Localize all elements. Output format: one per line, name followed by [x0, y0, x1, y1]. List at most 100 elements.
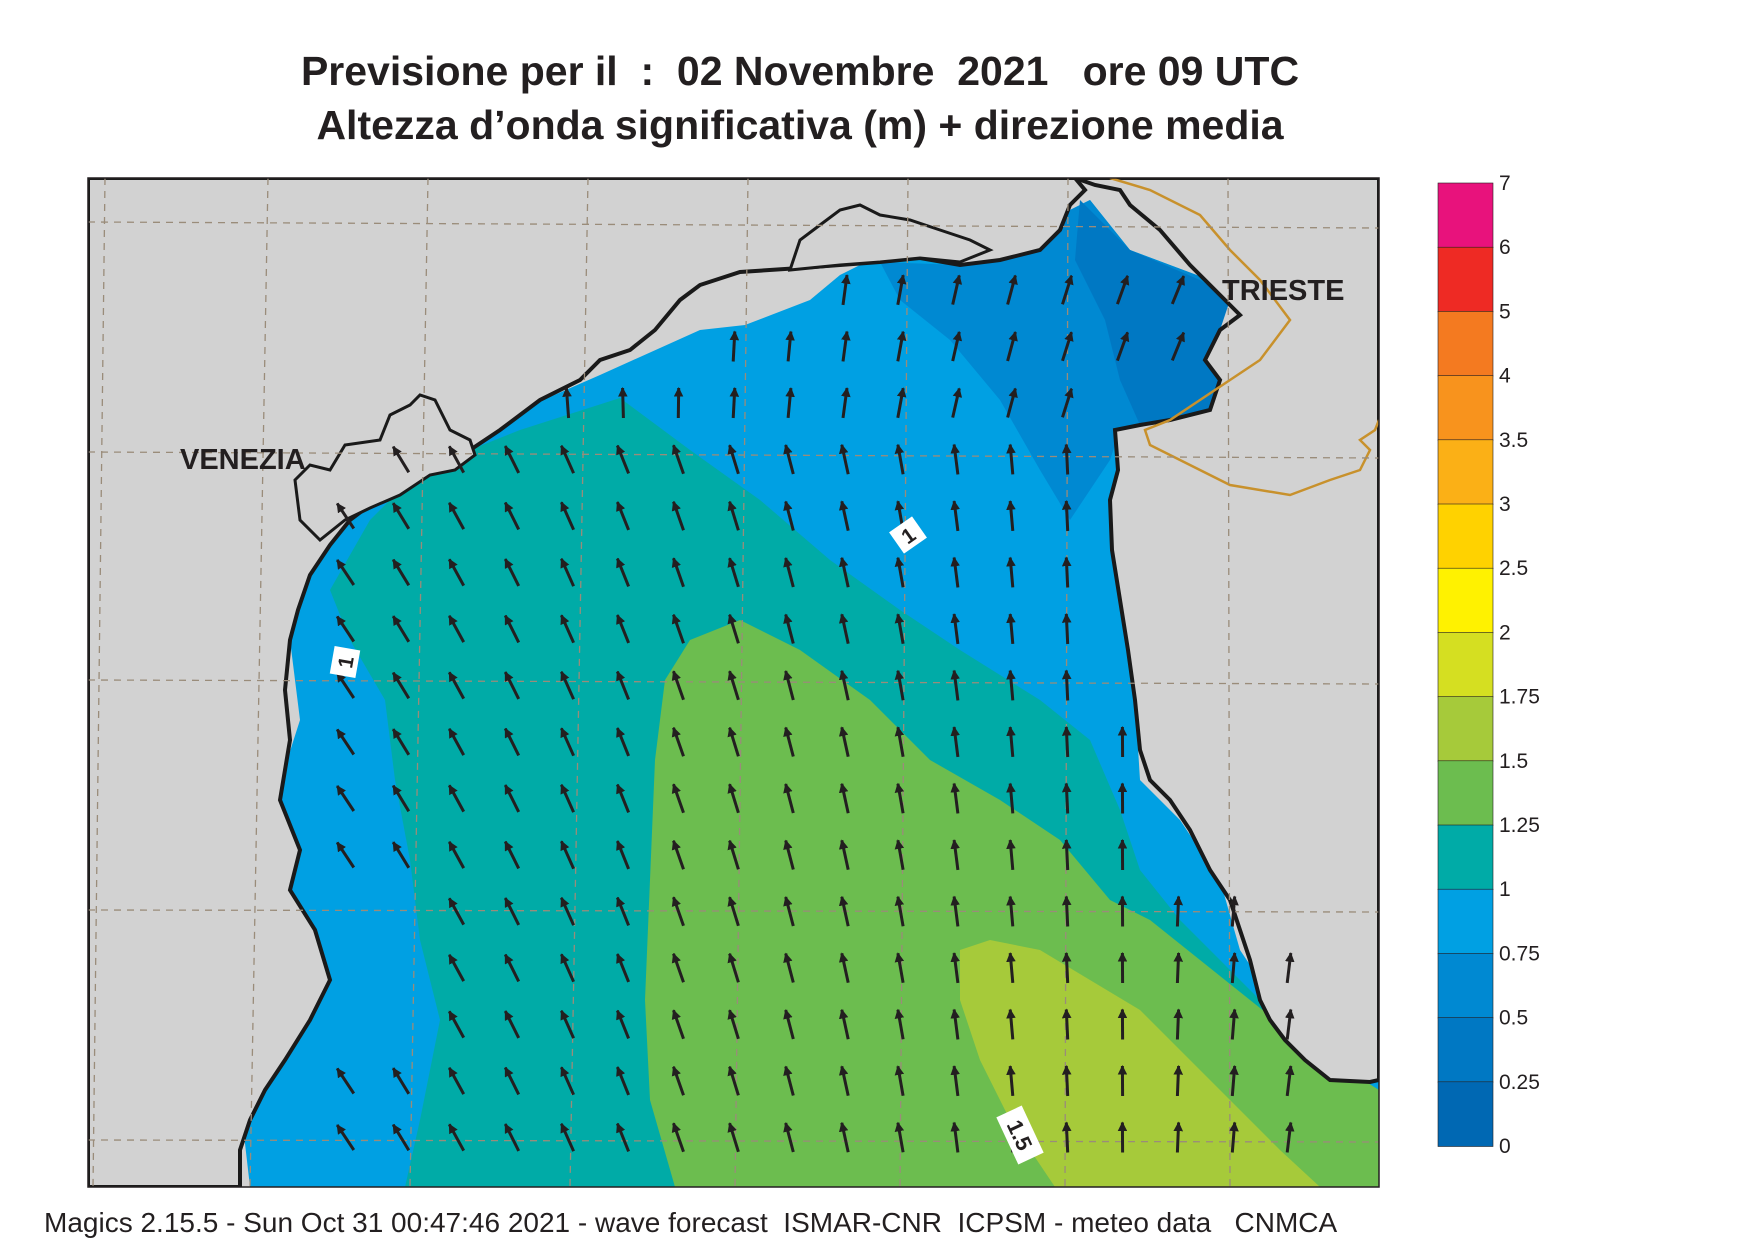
wave-arrow [727, 783, 740, 814]
legend-tick-label: 2.5 [1499, 557, 1528, 580]
wave-arrow [894, 669, 905, 701]
lagoon-marano [787, 203, 994, 272]
wave-arrow [894, 895, 905, 927]
wave-arrow [783, 783, 795, 814]
wave-arrow [447, 671, 466, 700]
footer-credits: Magics 2.15.5 - Sun Oct 31 00:47:46 2021… [44, 1207, 1338, 1238]
wave-arrow [671, 557, 685, 588]
wave-arrow [1061, 443, 1072, 475]
wave-arrow [1006, 1065, 1016, 1097]
wave-arrow [616, 953, 630, 983]
wave-arrow [894, 1121, 905, 1153]
wave-arrow [335, 502, 356, 530]
wave-arrow [616, 614, 630, 644]
wave-direction-arrows [335, 274, 1295, 1153]
wave-arrow [838, 839, 850, 871]
wave-arrow [1115, 274, 1130, 305]
wave-arrow [1229, 952, 1239, 984]
wave-arrow [1115, 331, 1130, 362]
wave-arrow [1173, 895, 1184, 927]
wave-arrow [560, 501, 575, 531]
wave-arrow [447, 558, 466, 587]
wave-arrow [616, 501, 630, 531]
wave-arrow [1061, 556, 1072, 588]
wave-arrow [783, 1065, 795, 1096]
city-label-trieste: TRIESTE [1222, 275, 1344, 307]
wave-arrow [1061, 387, 1074, 418]
wave-arrow [560, 840, 575, 870]
wave-arrow [783, 500, 795, 531]
wave-arrow [894, 1065, 905, 1097]
wave-arrow [894, 839, 905, 871]
legend-colorbar: 7 6 5 4 3.5 3 2.5 2 1.75 1.5 1.25 1 0.75 0.5 0.25 0 [1437, 172, 1540, 1158]
wave-arrow [896, 274, 907, 306]
wave-arrow [785, 330, 795, 362]
wave-arrow [838, 613, 850, 645]
wave-arrow [783, 896, 795, 927]
wave-arrow [1006, 443, 1016, 475]
wave-arrow [950, 556, 960, 588]
wave-arrow [727, 557, 740, 588]
wave-arrow [503, 953, 521, 983]
wave-arrow [1061, 1008, 1072, 1040]
wave-arrow [560, 783, 575, 813]
wave-arrow [1061, 726, 1072, 758]
wave-arrow [616, 670, 630, 700]
wave-arrow [729, 387, 740, 419]
wave-arrow [950, 895, 960, 927]
wave-arrow [616, 727, 630, 757]
wave-arrow [671, 1122, 685, 1153]
wave-arrow [671, 670, 685, 701]
legend-tick-label: 7 [1499, 172, 1511, 195]
wave-arrow [447, 445, 466, 474]
legend-tick-label: 3.5 [1499, 429, 1528, 452]
legend-swatch [1437, 888, 1494, 955]
wave-arrow [391, 445, 411, 474]
wave-arrow [950, 669, 960, 701]
legend-swatch [1437, 632, 1494, 698]
wave-arrow [1229, 1121, 1239, 1153]
wave-arrow [671, 613, 685, 644]
legend-swatch [1437, 1017, 1494, 1083]
wave-arrow [616, 783, 630, 813]
wave-arrow [1170, 275, 1186, 305]
wave-arrow [727, 613, 740, 644]
wave-arrow [560, 444, 575, 474]
wave-arrow [335, 1124, 356, 1151]
wave-arrow [447, 897, 466, 926]
wave-arrow [727, 670, 740, 701]
wave-arrow [503, 501, 521, 531]
wave-arrow [671, 726, 685, 757]
wave-arrow [391, 784, 411, 813]
wave-arrow [783, 1009, 795, 1040]
wave-arrow [727, 444, 740, 475]
wave-arrow [950, 443, 960, 475]
wave-arrow [671, 1009, 685, 1040]
wave-arrow [335, 785, 356, 812]
wave-arrow [447, 1010, 466, 1039]
legend-tick-label: 3 [1499, 493, 1511, 516]
wave-arrow [1061, 1065, 1072, 1097]
wave-arrow [616, 1122, 630, 1152]
wave-arrow [616, 1066, 630, 1096]
legend-swatch [1437, 1081, 1494, 1147]
wave-arrow [1006, 500, 1016, 532]
wave-arrow [727, 896, 740, 927]
land-east [1074, 178, 1379, 1085]
wave-arrow [1006, 839, 1016, 871]
map-title: Previsione per il : 02 Novembre 2021 ore… [300, 48, 1300, 94]
wave-arrow [838, 726, 850, 758]
wave-arrow [503, 897, 521, 926]
wave-arrow [783, 1122, 795, 1153]
wave-arrow [503, 784, 521, 813]
legend-tick-label: 4 [1499, 365, 1511, 388]
wave-arrow [783, 839, 795, 870]
wave-arrow [783, 670, 795, 701]
wave-arrow [1173, 1008, 1184, 1040]
legend-tick-label: 2 [1499, 621, 1511, 644]
wave-arrow [1006, 669, 1016, 701]
legend-tick-label: 1 [1499, 878, 1511, 901]
wave-arrow [1061, 274, 1074, 305]
wave-arrow [950, 726, 960, 758]
wave-arrow [838, 895, 850, 927]
